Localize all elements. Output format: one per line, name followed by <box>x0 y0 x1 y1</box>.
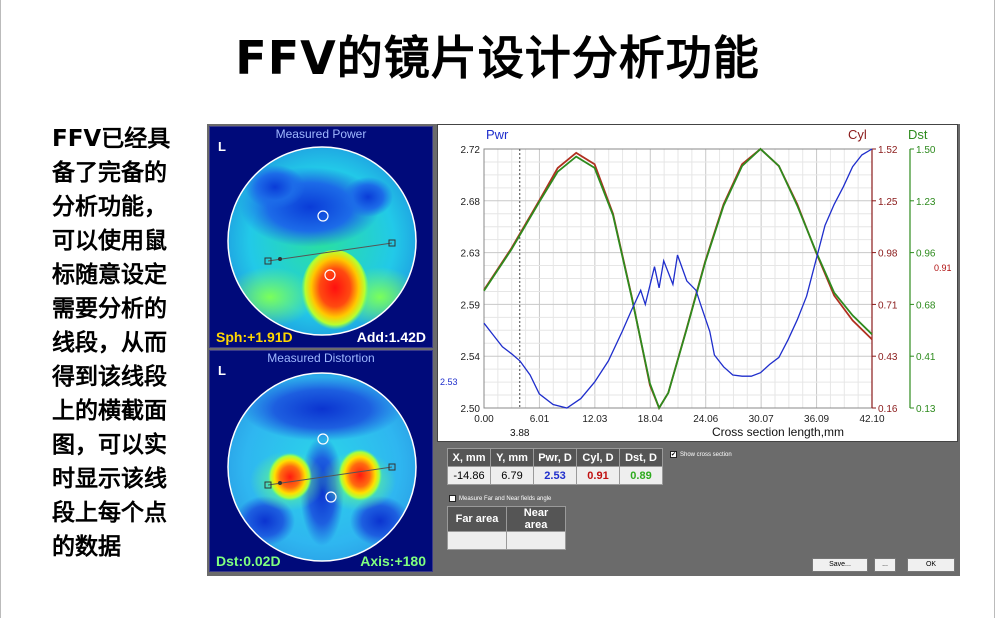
y-tick-pwr: 2.72 <box>461 145 481 156</box>
y-tick-cyl: 1.52 <box>878 145 898 156</box>
cross-section-chart[interactable]: Pwr Cyl Dst 2.72 2.68 2.63 2.59 2.54 2.50 1.52 1.2… <box>437 124 958 442</box>
point-data-table: X, mm Y, mm Pwr, D Cyl, D Dst, D -14.86 6.79 2… <box>447 448 663 485</box>
measure-far-near-label: Measure Far and Near fields angle <box>459 495 552 502</box>
area-table: Far area Near area <box>447 506 566 550</box>
y-tick-dst: 0.68 <box>916 300 936 311</box>
cursor-x-label: 3.88 <box>510 428 530 439</box>
more-button[interactable]: ... <box>874 558 896 572</box>
dst-axis-title: Dst <box>908 127 928 142</box>
pwr-cursor-value: 2.53 <box>440 377 458 387</box>
x-tick: 18.04 <box>638 414 663 425</box>
value-cyl-d: 0.91 <box>576 466 620 485</box>
pwr-axis-title: Pwr <box>486 127 509 142</box>
header-pwr-d: Pwr, D <box>533 448 577 467</box>
add-value: Add:1.42D <box>356 329 426 345</box>
show-cross-section-checkmark[interactable]: ✔ <box>670 451 677 458</box>
y-tick-pwr: 2.59 <box>461 300 481 311</box>
y-tick-cyl: 0.71 <box>878 300 898 311</box>
ok-button[interactable]: OK <box>907 558 955 572</box>
value-y-mm: 6.79 <box>490 466 534 485</box>
near-area-value <box>506 531 566 550</box>
y-tick-cyl: 1.25 <box>878 197 898 208</box>
measured-power-panel[interactable]: Measured Power L Sph:+1.91D Add:1.42D <box>209 126 433 348</box>
ffv-analysis-window: Measured Power L Sph:+1.91D Add:1.42D <box>207 124 960 576</box>
x-tick: 36.09 <box>804 414 829 425</box>
series-dst-line <box>483 147 873 411</box>
x-tick: 6.01 <box>530 414 550 425</box>
cyl-axis-title: Cyl <box>848 127 867 142</box>
power-map-eye-label: L <box>218 139 226 154</box>
dst-cursor-value: 0.91 <box>934 263 952 273</box>
dst-value: Dst:0.02D <box>216 553 281 569</box>
y-tick-cyl: 0.43 <box>878 352 898 363</box>
value-pwr-d: 2.53 <box>533 466 577 485</box>
power-map-image[interactable] <box>210 127 434 349</box>
value-dst-d: 0.89 <box>619 466 663 485</box>
y-tick-dst: 1.23 <box>916 197 936 208</box>
show-cross-section-label: Show cross section <box>680 451 732 458</box>
y-tick-pwr: 2.68 <box>461 197 481 208</box>
y-tick-dst: 1.50 <box>916 145 936 156</box>
header-x-mm: X, mm <box>447 448 491 467</box>
x-tick: 12.03 <box>582 414 607 425</box>
y-tick-cyl: 0.98 <box>878 249 898 260</box>
x-axis-label: Cross section length,mm <box>712 425 844 439</box>
save-button[interactable]: Save... <box>812 558 868 572</box>
y-tick-dst: 0.96 <box>916 249 936 260</box>
show-cross-section-checkbox[interactable]: ✔ Show cross section <box>670 451 732 458</box>
far-area-header: Far area <box>447 506 507 532</box>
measure-far-near-checkbox[interactable]: Measure Far and Near fields angle <box>449 495 551 502</box>
distortion-map-eye-label: L <box>218 363 226 378</box>
y-tick-dst: 0.41 <box>916 352 936 363</box>
near-area-header: Near area <box>506 506 566 532</box>
x-tick: 42.10 <box>859 414 884 425</box>
header-dst-d: Dst, D <box>619 448 663 467</box>
distortion-map-title: Measured Distortion <box>267 351 375 365</box>
slide-description: FFV已经具 备了完备的 分析功能， 可以使用鼠 标随意设定 需要分析的 线段，… <box>52 126 171 560</box>
series-pwr-line <box>483 148 873 409</box>
power-map-title: Measured Power <box>275 127 367 141</box>
x-tick: 0.00 <box>474 414 494 425</box>
value-x-mm: -14.86 <box>447 466 491 485</box>
sph-value: Sph:+1.91D <box>216 329 293 345</box>
y-tick-dst: 0.13 <box>916 404 936 415</box>
measure-far-near-box[interactable] <box>449 495 456 502</box>
header-y-mm: Y, mm <box>490 448 534 467</box>
y-tick-pwr: 2.54 <box>461 352 481 363</box>
far-area-value <box>447 531 507 550</box>
axis-value: Axis:+180 <box>360 553 426 569</box>
header-cyl-d: Cyl, D <box>576 448 620 467</box>
y-tick-pwr: 2.63 <box>461 249 481 260</box>
y-tick-pwr: 2.50 <box>461 404 481 415</box>
cross-section-plot[interactable]: Pwr Cyl Dst 2.72 2.68 2.63 2.59 2.54 2.50 1.52 1.2… <box>438 125 959 443</box>
y-tick-cyl: 0.16 <box>878 404 898 415</box>
slide-title: FFV的镜片设计分析功能 <box>235 31 760 85</box>
distortion-map-image[interactable] <box>210 351 434 573</box>
x-tick: 30.07 <box>749 414 774 425</box>
x-tick: 24.06 <box>693 414 718 425</box>
measured-distortion-panel[interactable]: Measured Distortion L Dst:0.02D Axis:+18… <box>209 350 433 572</box>
